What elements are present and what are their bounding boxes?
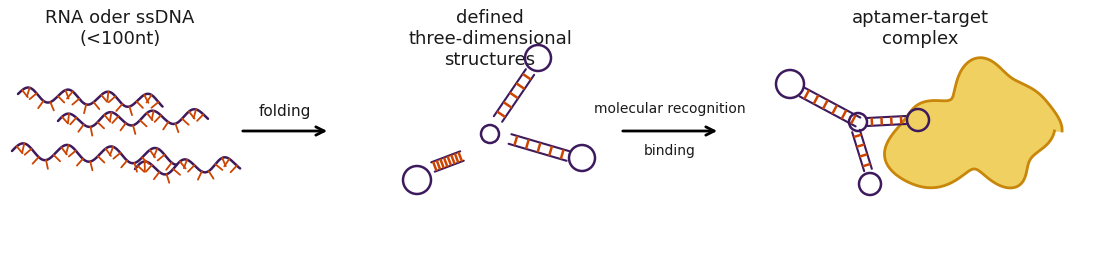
Text: aptamer-target
complex: aptamer-target complex: [852, 9, 988, 48]
Text: RNA oder ssDNA
(<100nt): RNA oder ssDNA (<100nt): [45, 9, 195, 48]
Text: binding: binding: [644, 144, 696, 158]
Text: molecular recognition: molecular recognition: [595, 102, 746, 116]
Text: folding: folding: [258, 104, 311, 119]
Polygon shape: [885, 58, 1062, 188]
Text: defined
three-dimensional
structures: defined three-dimensional structures: [408, 9, 571, 69]
